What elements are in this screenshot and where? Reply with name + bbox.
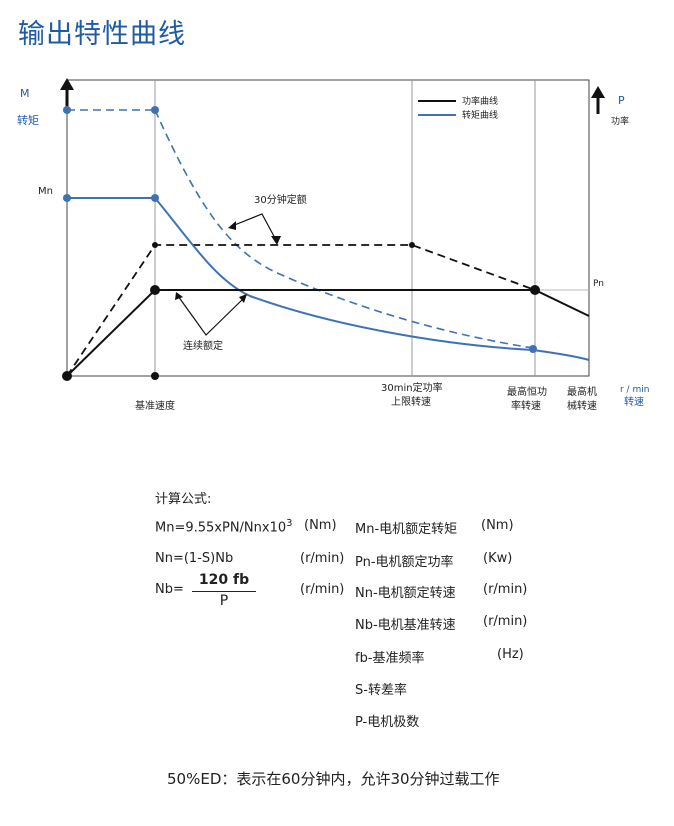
formula-mn: Mn=9.55xPN/Nnx103	[155, 518, 293, 535]
torque-symbol: M	[20, 87, 30, 100]
tick-maxmech-line1: 最高机	[567, 385, 597, 398]
mn-label: Mn	[38, 186, 53, 197]
formula-nb-denominator: P	[219, 593, 229, 609]
mn-dot	[63, 194, 71, 202]
def-term: S-转差率	[355, 683, 407, 698]
formula-mn-unit: (Nm)	[304, 518, 337, 533]
def-unit: (Hz)	[497, 647, 524, 662]
def-term: Nb-电机基准转速	[355, 618, 456, 633]
power-continuous	[66, 289, 590, 377]
base-mn-dot	[151, 194, 159, 202]
formula-nb-numerator: 120 fb	[198, 572, 250, 588]
formula-nb-lhs: Nb=	[155, 582, 184, 597]
rated-30min-label: 30分钟定额	[254, 193, 307, 206]
formula-nn: Nn=(1-S)Nb	[155, 551, 234, 566]
base-power-dot	[150, 285, 160, 295]
continuous-arrow-a	[175, 292, 183, 300]
torque-30min-curve-dashed	[154, 109, 534, 349]
tick-maxpower-line1: 最高恒功	[507, 385, 547, 398]
tick-maxpower-line2: 率转速	[511, 399, 541, 412]
rated-30min-leader	[231, 213, 277, 241]
formula-nb-unit: (r/min)	[300, 582, 345, 597]
legend-power-label: 功率曲线	[462, 95, 498, 107]
max-const-power-dot	[530, 285, 540, 295]
base-axis-dot	[151, 372, 159, 380]
rated-30min-arrow-a	[228, 221, 236, 230]
def-unit: (Kw)	[483, 551, 513, 566]
legend-torque-label: 转矩曲线	[462, 109, 498, 121]
def-unit: (r/min)	[483, 582, 528, 597]
formula-nn-unit: (r/min)	[300, 551, 345, 566]
formula-mn-exp: 3	[286, 518, 293, 529]
chart-frame	[66, 79, 590, 377]
def-unit: (Nm)	[481, 518, 514, 533]
page-title: 输出特性曲线	[18, 19, 186, 50]
def-term: Pn-电机额定功率	[355, 555, 454, 570]
def-term: Nn-电机额定转速	[355, 586, 456, 601]
def-term: Mn-电机额定转矩	[355, 522, 458, 537]
speed-label: 转速	[624, 395, 644, 408]
origin-dot	[62, 371, 72, 381]
torque-max-dot	[63, 106, 71, 114]
def-unit: (r/min)	[483, 614, 528, 629]
power-arrow-head	[591, 86, 605, 98]
max-const-torque-dot	[529, 345, 537, 353]
base-30min-power-dot	[152, 242, 158, 248]
power-label: 功率	[611, 115, 629, 127]
torque-label: 转矩	[17, 113, 39, 127]
footer-note: 50%ED：表示在60分钟内，允许30分钟过载工作	[167, 770, 500, 788]
def-term: fb-基准频率	[355, 651, 425, 666]
torque-arrow-head	[60, 78, 74, 90]
power-symbol: P	[618, 94, 625, 107]
formula-nb-fraction-bar	[192, 591, 256, 592]
tick-base-speed: 基准速度	[135, 399, 175, 412]
power-30min-dashed	[66, 244, 536, 377]
continuous-leader	[177, 295, 245, 336]
const-30min-dot	[409, 242, 415, 248]
output-characteristic-chart: M 转矩 Mn P 功率 Pn r / min 转速 功率曲线 转矩曲线 30分…	[17, 78, 649, 412]
tick-maxmech-line2: 械转速	[567, 399, 597, 412]
torque-continuous-curve	[154, 197, 590, 361]
continuous-arrow-b	[239, 294, 247, 303]
formula-mn-text: Mn=9.55xPN/Nnx10	[155, 520, 287, 536]
rated-30min-arrow-b	[271, 236, 281, 245]
def-term: P-电机极数	[355, 715, 420, 730]
continuous-label: 连续额定	[183, 339, 223, 352]
speed-unit: r / min	[620, 385, 649, 395]
tick-30min-line2: 上限转速	[391, 395, 431, 408]
formula-heading: 计算公式:	[155, 492, 212, 507]
base-max-dot	[151, 106, 159, 114]
tick-30min-line1: 30min定功率	[381, 381, 443, 394]
pn-label: Pn	[593, 279, 604, 289]
